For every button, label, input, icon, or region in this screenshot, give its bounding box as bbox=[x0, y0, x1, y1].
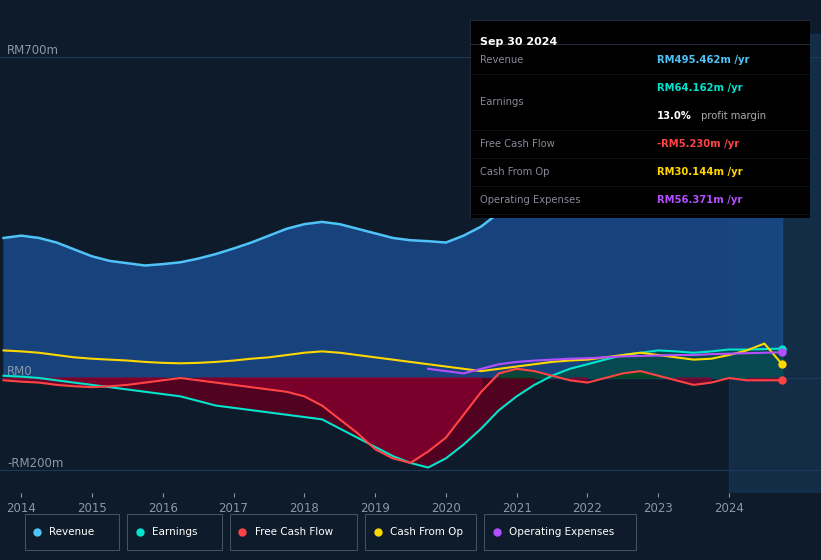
Text: RM0: RM0 bbox=[7, 365, 33, 378]
Bar bbox=[729, 34, 821, 493]
Text: Revenue: Revenue bbox=[479, 54, 523, 64]
Text: Earnings: Earnings bbox=[479, 97, 524, 107]
Text: -RM200m: -RM200m bbox=[7, 457, 63, 470]
Text: Free Cash Flow: Free Cash Flow bbox=[479, 139, 554, 149]
Text: 13.0%: 13.0% bbox=[657, 111, 692, 121]
Text: Operating Expenses: Operating Expenses bbox=[509, 527, 614, 537]
FancyBboxPatch shape bbox=[127, 514, 222, 550]
FancyBboxPatch shape bbox=[25, 514, 119, 550]
Text: Free Cash Flow: Free Cash Flow bbox=[255, 527, 333, 537]
Text: Revenue: Revenue bbox=[49, 527, 94, 537]
Text: RM700m: RM700m bbox=[7, 44, 59, 57]
Text: Cash From Op: Cash From Op bbox=[390, 527, 463, 537]
FancyBboxPatch shape bbox=[230, 514, 357, 550]
Text: Cash From Op: Cash From Op bbox=[479, 167, 549, 177]
Text: RM495.462m /yr: RM495.462m /yr bbox=[657, 54, 750, 64]
Text: RM30.144m /yr: RM30.144m /yr bbox=[657, 167, 743, 177]
Text: RM64.162m /yr: RM64.162m /yr bbox=[657, 83, 743, 93]
Text: Sep 30 2024: Sep 30 2024 bbox=[479, 38, 557, 48]
Text: profit margin: profit margin bbox=[698, 111, 766, 121]
Text: Earnings: Earnings bbox=[152, 527, 197, 537]
FancyBboxPatch shape bbox=[470, 20, 810, 218]
Text: Operating Expenses: Operating Expenses bbox=[479, 195, 580, 206]
FancyBboxPatch shape bbox=[484, 514, 636, 550]
Text: RM56.371m /yr: RM56.371m /yr bbox=[657, 195, 742, 206]
Text: -RM5.230m /yr: -RM5.230m /yr bbox=[657, 139, 739, 149]
FancyBboxPatch shape bbox=[365, 514, 476, 550]
